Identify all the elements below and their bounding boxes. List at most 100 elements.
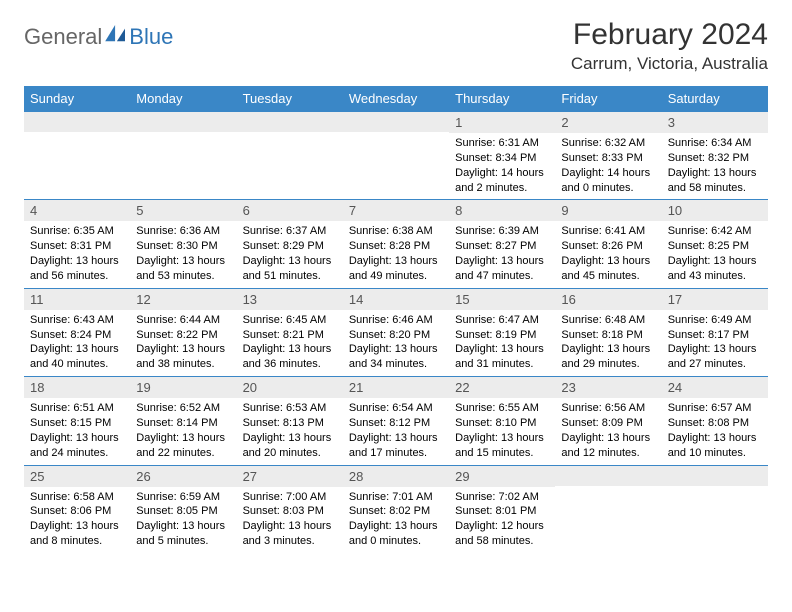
daylight-line: Daylight: 13 hours and 27 minutes.	[668, 343, 757, 370]
day-number	[237, 112, 343, 132]
daylight-line: Daylight: 13 hours and 24 minutes.	[30, 432, 119, 459]
day-number: 13	[237, 289, 343, 310]
sunrise-line: Sunrise: 6:51 AM	[30, 402, 114, 414]
day-number	[343, 112, 449, 132]
calendar-day-cell: 23Sunrise: 6:56 AMSunset: 8:09 PMDayligh…	[555, 377, 661, 465]
sunrise-line: Sunrise: 6:58 AM	[30, 491, 114, 503]
day-header: Friday	[555, 86, 661, 112]
logo-sail-icon	[105, 25, 127, 43]
day-details: Sunrise: 7:02 AMSunset: 8:01 PMDaylight:…	[449, 487, 555, 553]
sunset-line: Sunset: 8:12 PM	[349, 417, 430, 429]
sunrise-line: Sunrise: 6:42 AM	[668, 225, 752, 237]
daylight-line: Daylight: 13 hours and 3 minutes.	[243, 520, 332, 547]
sunset-line: Sunset: 8:31 PM	[30, 240, 111, 252]
sunset-line: Sunset: 8:08 PM	[668, 417, 749, 429]
day-details: Sunrise: 6:38 AM Sunset: 8:28 PM Daylight:…	[343, 221, 449, 287]
daylight-line: Daylight: 13 hours and 31 minutes.	[455, 343, 544, 370]
sunrise-line: Sunrise: 6:38 AM	[349, 225, 433, 237]
calendar-week-row: 25Sunrise: 6:58 AMSunset: 8:06 PMDayligh…	[24, 465, 768, 553]
day-number: 9	[555, 200, 661, 221]
day-number: 15	[449, 289, 555, 310]
day-header: Monday	[130, 86, 236, 112]
sunset-line: Sunset: 8:19 PM	[455, 329, 536, 341]
day-details: Sunrise: 6:42 AMSunset: 8:25 PMDaylight:…	[662, 221, 768, 287]
day-number: 14	[343, 289, 449, 310]
day-number: 10	[662, 200, 768, 221]
sunset-line: Sunset: 8:34 PM	[455, 152, 536, 164]
day-details: Sunrise: 7:00 AMSunset: 8:03 PMDaylight:…	[237, 487, 343, 553]
day-number: 19	[130, 377, 236, 398]
day-header: Wednesday	[343, 86, 449, 112]
calendar-day-cell	[130, 112, 236, 200]
calendar-day-cell: 8Sunrise: 6:39 AMSunset: 8:27 PMDaylight…	[449, 200, 555, 288]
day-details: Sunrise: 6:37 AMSunset: 8:29 PMDaylight:…	[237, 221, 343, 287]
sunset-line: Sunset: 8:33 PM	[561, 152, 642, 164]
day-details: Sunrise: 6:57 AMSunset: 8:08 PMDaylight:…	[662, 398, 768, 464]
day-number	[662, 466, 768, 486]
sunset-line: Sunset: 8:06 PM	[30, 505, 111, 517]
calendar-day-cell	[662, 465, 768, 553]
day-number: 18	[24, 377, 130, 398]
day-number: 24	[662, 377, 768, 398]
sunset-line: Sunset: 8:26 PM	[561, 240, 642, 252]
daylight-line: Daylight: 13 hours and 29 minutes.	[561, 343, 650, 370]
sunrise-line: Sunrise: 6:34 AM	[668, 137, 752, 149]
sunset-line: Sunset: 8:13 PM	[243, 417, 324, 429]
daylight-line: Daylight: 14 hours and 0 minutes.	[561, 167, 650, 194]
day-details: Sunrise: 6:32 AM Sunset: 8:33 PM Daylight:…	[555, 133, 661, 199]
daylight-line: Daylight: 13 hours and 49 minutes.	[349, 255, 438, 282]
daylight-line: Daylight: 13 hours and 22 minutes.	[136, 432, 225, 459]
calendar-day-cell: 15Sunrise: 6:47 AMSunset: 8:19 PMDayligh…	[449, 288, 555, 376]
calendar-day-cell: 14Sunrise: 6:46 AMSunset: 8:20 PMDayligh…	[343, 288, 449, 376]
day-details: Sunrise: 6:53 AMSunset: 8:13 PMDaylight:…	[237, 398, 343, 464]
day-number: 22	[449, 377, 555, 398]
day-details: Sunrise: 6:48 AMSunset: 8:18 PMDaylight:…	[555, 310, 661, 376]
sunrise-line: Sunrise: 6:56 AM	[561, 402, 645, 414]
daylight-line: Daylight: 13 hours and 5 minutes.	[136, 520, 225, 547]
calendar-day-cell: 1Sunrise: 6:31 AMSunset: 8:34 PMDaylight…	[449, 112, 555, 200]
day-number: 20	[237, 377, 343, 398]
location-subtitle: Carrum, Victoria, Australia	[571, 54, 768, 74]
sunset-line: Sunset: 8:28 PM	[349, 240, 430, 252]
day-number: 21	[343, 377, 449, 398]
daylight-line: Daylight: 13 hours and 51 minutes.	[243, 255, 332, 282]
calendar-day-cell: 13Sunrise: 6:45 AMSunset: 8:21 PMDayligh…	[237, 288, 343, 376]
title-block: February 2024 Carrum, Victoria, Australi…	[571, 18, 768, 74]
day-number: 29	[449, 466, 555, 487]
day-details: Sunrise: 6:51 AMSunset: 8:15 PMDaylight:…	[24, 398, 130, 464]
daylight-line: Daylight: 13 hours and 17 minutes.	[349, 432, 438, 459]
calendar-day-cell: 25Sunrise: 6:58 AMSunset: 8:06 PMDayligh…	[24, 465, 130, 553]
day-details: Sunrise: 6:45 AMSunset: 8:21 PMDaylight:…	[237, 310, 343, 376]
sunset-line: Sunset: 8:27 PM	[455, 240, 536, 252]
day-number	[130, 112, 236, 132]
calendar-day-cell: 10Sunrise: 6:42 AMSunset: 8:25 PMDayligh…	[662, 200, 768, 288]
sunrise-line: Sunrise: 6:36 AM	[136, 225, 220, 237]
sunset-line: Sunset: 8:09 PM	[561, 417, 642, 429]
day-number: 2	[555, 112, 661, 133]
sunset-line: Sunset: 8:32 PM	[668, 152, 749, 164]
day-number	[555, 466, 661, 486]
sunset-line: Sunset: 8:30 PM	[136, 240, 217, 252]
sunrise-line: Sunrise: 6:54 AM	[349, 402, 433, 414]
calendar-day-cell	[24, 112, 130, 200]
calendar-day-cell: 4Sunrise: 6:35 AMSunset: 8:31 PMDaylight…	[24, 200, 130, 288]
sunrise-line: Sunrise: 6:41 AM	[561, 225, 645, 237]
sunset-line: Sunset: 8:20 PM	[349, 329, 430, 341]
sunrise-line: Sunrise: 6:32 AM	[561, 137, 645, 149]
calendar-day-cell: 16Sunrise: 6:48 AMSunset: 8:18 PMDayligh…	[555, 288, 661, 376]
day-details	[237, 132, 343, 186]
day-details: Sunrise: 6:59 AMSunset: 8:05 PMDaylight:…	[130, 487, 236, 553]
day-details	[662, 486, 768, 540]
day-number: 26	[130, 466, 236, 487]
sunset-line: Sunset: 8:22 PM	[136, 329, 217, 341]
calendar-day-cell: 2 Sunrise: 6:32 AM Sunset: 8:33 PM Daylight…	[555, 112, 661, 200]
month-title: February 2024	[571, 18, 768, 52]
day-number: 23	[555, 377, 661, 398]
day-header: Tuesday	[237, 86, 343, 112]
calendar-header-row: Sunday Monday Tuesday Wednesday Thursday…	[24, 86, 768, 112]
day-details	[555, 486, 661, 540]
calendar-day-cell	[555, 465, 661, 553]
sunset-line: Sunset: 8:05 PM	[136, 505, 217, 517]
calendar-day-cell: 27Sunrise: 7:00 AMSunset: 8:03 PMDayligh…	[237, 465, 343, 553]
day-number	[24, 112, 130, 132]
